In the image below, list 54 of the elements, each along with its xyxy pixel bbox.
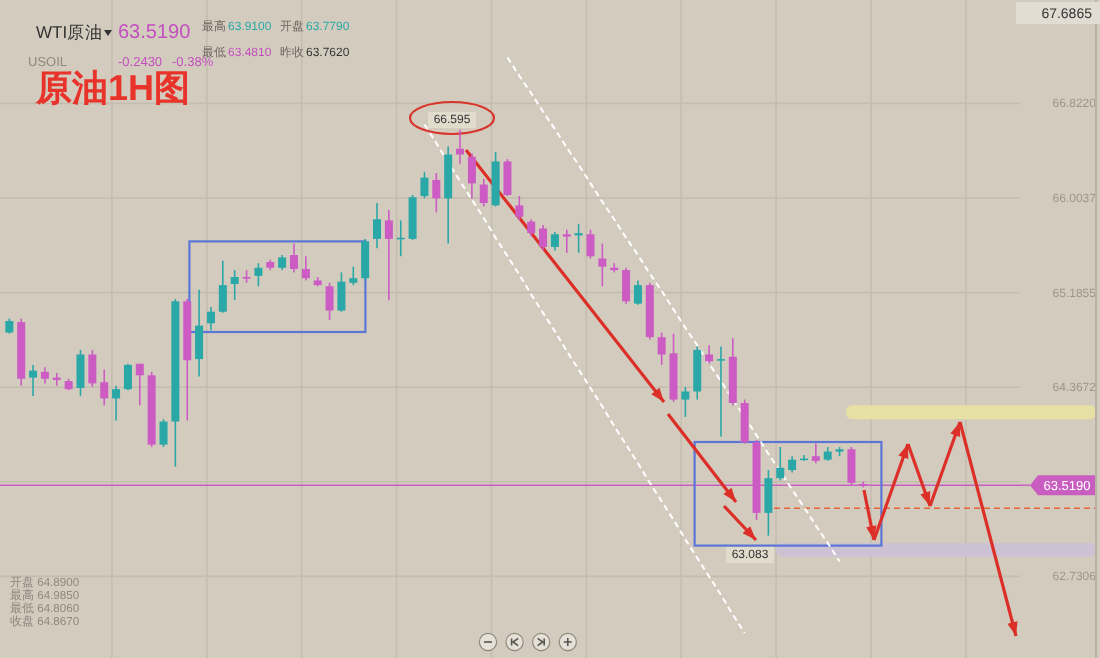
candlestick xyxy=(467,152,476,200)
candlestick xyxy=(503,158,512,197)
candlestick xyxy=(598,242,607,288)
candlestick xyxy=(562,228,571,254)
candlestick xyxy=(432,172,441,214)
candlestick xyxy=(491,151,500,208)
candlestick xyxy=(384,209,393,301)
candlestick xyxy=(206,306,215,332)
candlestick xyxy=(100,368,109,407)
candlestick xyxy=(301,255,310,282)
annotation: WTI原油 xyxy=(36,22,104,42)
candlestick xyxy=(218,260,227,314)
candlestick xyxy=(764,469,773,537)
candlestick xyxy=(420,171,429,200)
candlestick xyxy=(633,279,642,306)
candlestick xyxy=(289,242,298,274)
candlestick xyxy=(681,386,690,418)
candlestick xyxy=(657,331,666,366)
candlestick xyxy=(811,442,820,464)
candlestick xyxy=(195,288,204,378)
candlestick xyxy=(444,145,453,245)
candlestick xyxy=(622,266,631,305)
candlestick xyxy=(88,349,97,388)
candlestick xyxy=(776,446,785,482)
candlestick xyxy=(847,446,856,486)
candlestick xyxy=(693,345,702,401)
line-series xyxy=(506,56,841,563)
candlestick xyxy=(29,364,38,397)
candlestick xyxy=(337,271,346,313)
candlestick xyxy=(539,224,548,252)
candlestick xyxy=(740,398,749,445)
candlestick xyxy=(479,177,488,208)
candlestick xyxy=(550,231,559,252)
candlestick xyxy=(361,238,370,282)
candlestick xyxy=(230,269,239,301)
candlestick xyxy=(515,195,524,222)
candlestick xyxy=(373,202,381,249)
candlestick xyxy=(349,265,358,286)
candlestick xyxy=(123,362,132,392)
candlestick xyxy=(728,337,737,407)
candlestick xyxy=(586,228,595,260)
candlestick xyxy=(159,418,168,448)
candlestick xyxy=(325,282,334,321)
candlestick xyxy=(669,332,678,403)
candlestick xyxy=(408,194,417,241)
candlestick xyxy=(456,128,465,165)
candlestick xyxy=(76,349,85,397)
candlestick xyxy=(135,362,144,407)
candlestick xyxy=(112,384,121,422)
candlestick xyxy=(254,262,263,288)
text: 原油1H图 xyxy=(34,68,191,108)
candlestick xyxy=(716,345,725,438)
candlestick xyxy=(705,344,714,365)
annotation: 63.5190 xyxy=(118,22,192,44)
